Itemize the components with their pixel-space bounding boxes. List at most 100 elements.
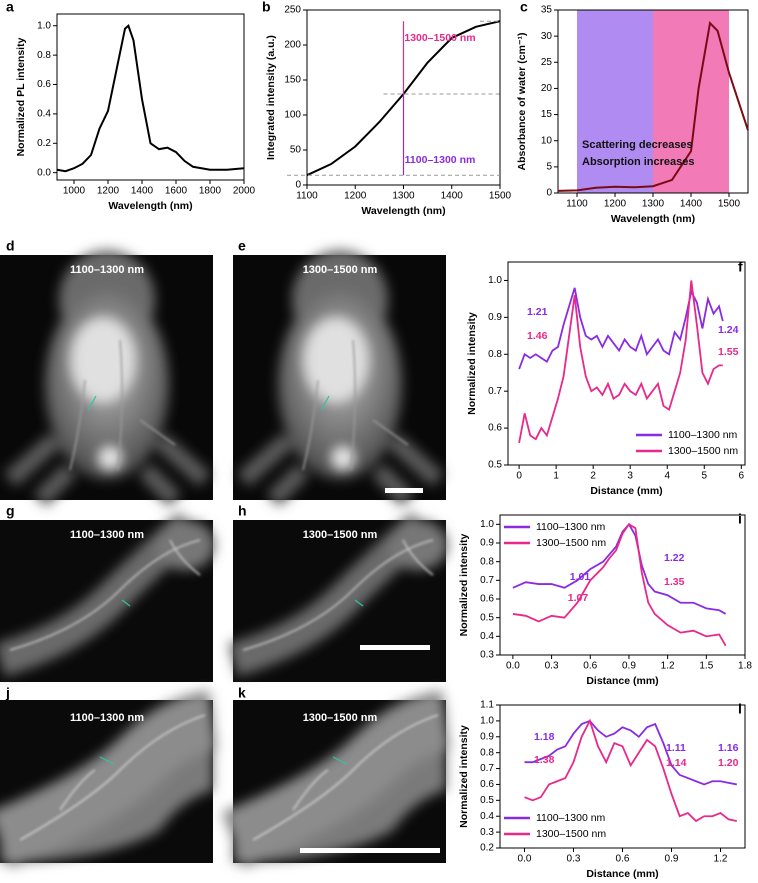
- legend-label: 1300–1500 nm: [536, 828, 606, 840]
- x-tick-label: 1200: [604, 199, 627, 210]
- data-line: [56, 24, 245, 173]
- panel-letter: f: [738, 259, 743, 275]
- y-tick-label: 0.4: [37, 109, 51, 120]
- image-label: 1300–1500 nm: [303, 712, 378, 724]
- x-axis-label: Distance (mm): [590, 485, 662, 497]
- annotation: 1.16: [718, 742, 739, 754]
- legend-label: 1100–1300 nm: [536, 521, 606, 533]
- x-axis-label: Distance (mm): [586, 868, 658, 880]
- y-tick-label: 0.6: [488, 423, 502, 434]
- x-tick-label: 1800: [199, 186, 222, 197]
- y-tick-label: 0.7: [480, 575, 494, 586]
- annotation: 1.38: [534, 754, 555, 766]
- y-tick-label: 30: [541, 31, 553, 42]
- y-tick-label: 250: [284, 5, 301, 16]
- annotation: 1.55: [718, 346, 739, 358]
- legend-label: 1100–1300 nm: [536, 812, 606, 824]
- y-tick-label: 25: [541, 57, 553, 68]
- panel-letter: j: [5, 685, 10, 701]
- x-tick-label: 1.8: [738, 661, 752, 672]
- x-tick-label: 2000: [233, 186, 256, 197]
- annotation: 1100–1300 nm: [405, 154, 476, 166]
- x-tick-label: 2: [590, 471, 596, 482]
- y-tick-label: 50: [290, 145, 302, 156]
- x-axis-label: Wavelength (nm): [361, 205, 445, 217]
- y-tick-label: 200: [284, 40, 301, 51]
- y-tick-label: 1.0: [488, 275, 502, 286]
- data-line: [557, 20, 749, 192]
- annotation: 1.18: [534, 731, 555, 743]
- image-e: [233, 250, 446, 500]
- x-tick-label: 1200: [97, 186, 120, 197]
- panel-letter: a: [6, 0, 14, 15]
- image-label: 1100–1300 nm: [70, 712, 144, 724]
- x-tick-label: 1100: [296, 191, 318, 202]
- x-tick-label: 1300: [392, 191, 415, 202]
- scale-bar: [385, 488, 423, 493]
- y-tick-label: 0.5: [488, 460, 502, 471]
- x-tick-label: 1: [553, 471, 559, 482]
- x-axis-label: Wavelength (nm): [108, 200, 192, 212]
- annotation: 1.14: [666, 757, 687, 769]
- annotation: 1.22: [664, 552, 685, 564]
- x-tick-label: 0.9: [665, 854, 679, 865]
- x-tick-label: 0.9: [622, 661, 636, 672]
- image-h: [233, 520, 448, 682]
- y-axis-label: Integrated intensity (a.u.): [265, 35, 277, 160]
- annotation: 1.35: [664, 576, 685, 588]
- annotation: 1.21: [527, 306, 548, 318]
- y-tick-label: 0.6: [480, 594, 494, 605]
- panel-letter: g: [6, 503, 15, 519]
- scale-bar: [300, 848, 440, 853]
- image-k: [233, 700, 446, 863]
- annotation: Scattering decreases: [582, 139, 693, 151]
- y-tick-label: 0: [546, 188, 552, 199]
- y-tick-label: 35: [541, 5, 553, 16]
- y-tick-label: 0.9: [480, 731, 494, 742]
- x-tick-label: 1.2: [661, 661, 675, 672]
- image-label: 1100–1300 nm: [70, 529, 144, 541]
- panel-letter: i: [738, 511, 742, 527]
- x-tick-label: 1100: [566, 199, 588, 210]
- image-j: [0, 700, 213, 863]
- x-tick-label: 1.2: [714, 854, 728, 865]
- y-tick-label: 20: [541, 83, 553, 94]
- x-tick-label: 0.6: [583, 661, 597, 672]
- annotation: 1300–1500 nm: [404, 32, 475, 44]
- x-tick-label: 1300: [642, 199, 665, 210]
- data-line: [518, 280, 723, 444]
- band: [577, 10, 653, 193]
- y-tick-label: 0.4: [480, 811, 494, 822]
- y-tick-label: 0.7: [480, 763, 494, 774]
- y-axis-label: Normalized intensity: [458, 534, 470, 637]
- y-tick-label: 0.6: [37, 79, 51, 90]
- annotation: 1.24: [718, 324, 739, 336]
- y-tick-label: 0.9: [480, 538, 494, 549]
- y-tick-label: 0.6: [480, 779, 494, 790]
- x-tick-label: 1.5: [699, 661, 713, 672]
- y-tick-label: 0: [295, 180, 301, 191]
- y-tick-label: 0.0: [37, 167, 51, 178]
- legend-label: 1100–1300 nm: [668, 429, 738, 441]
- x-tick-label: 1200: [344, 191, 367, 202]
- image-label: 1300–1500 nm: [303, 529, 378, 541]
- annotation: 1.11: [666, 742, 686, 754]
- legend-label: 1300–1500 nm: [536, 537, 606, 549]
- x-tick-label: 1500: [489, 191, 512, 202]
- y-tick-label: 0.2: [37, 138, 51, 149]
- x-tick-label: 0.0: [518, 854, 532, 865]
- y-tick-label: 1.0: [37, 20, 51, 31]
- x-tick-label: 1400: [131, 186, 154, 197]
- image-label: 1300–1500 nm: [303, 264, 378, 276]
- y-axis-label: Normalized PL intensity: [15, 37, 27, 156]
- x-tick-label: 0.6: [616, 854, 630, 865]
- x-tick-label: 0: [516, 471, 522, 482]
- y-tick-label: 0.8: [480, 556, 494, 567]
- image-g: [0, 520, 215, 682]
- panel-letter: c: [520, 0, 528, 15]
- y-tick-label: 15: [541, 109, 553, 120]
- y-tick-label: 0.2: [480, 843, 494, 854]
- x-axis-label: Wavelength (nm): [611, 213, 695, 225]
- y-tick-label: 0.3: [480, 827, 494, 838]
- y-tick-label: 0.5: [480, 612, 494, 623]
